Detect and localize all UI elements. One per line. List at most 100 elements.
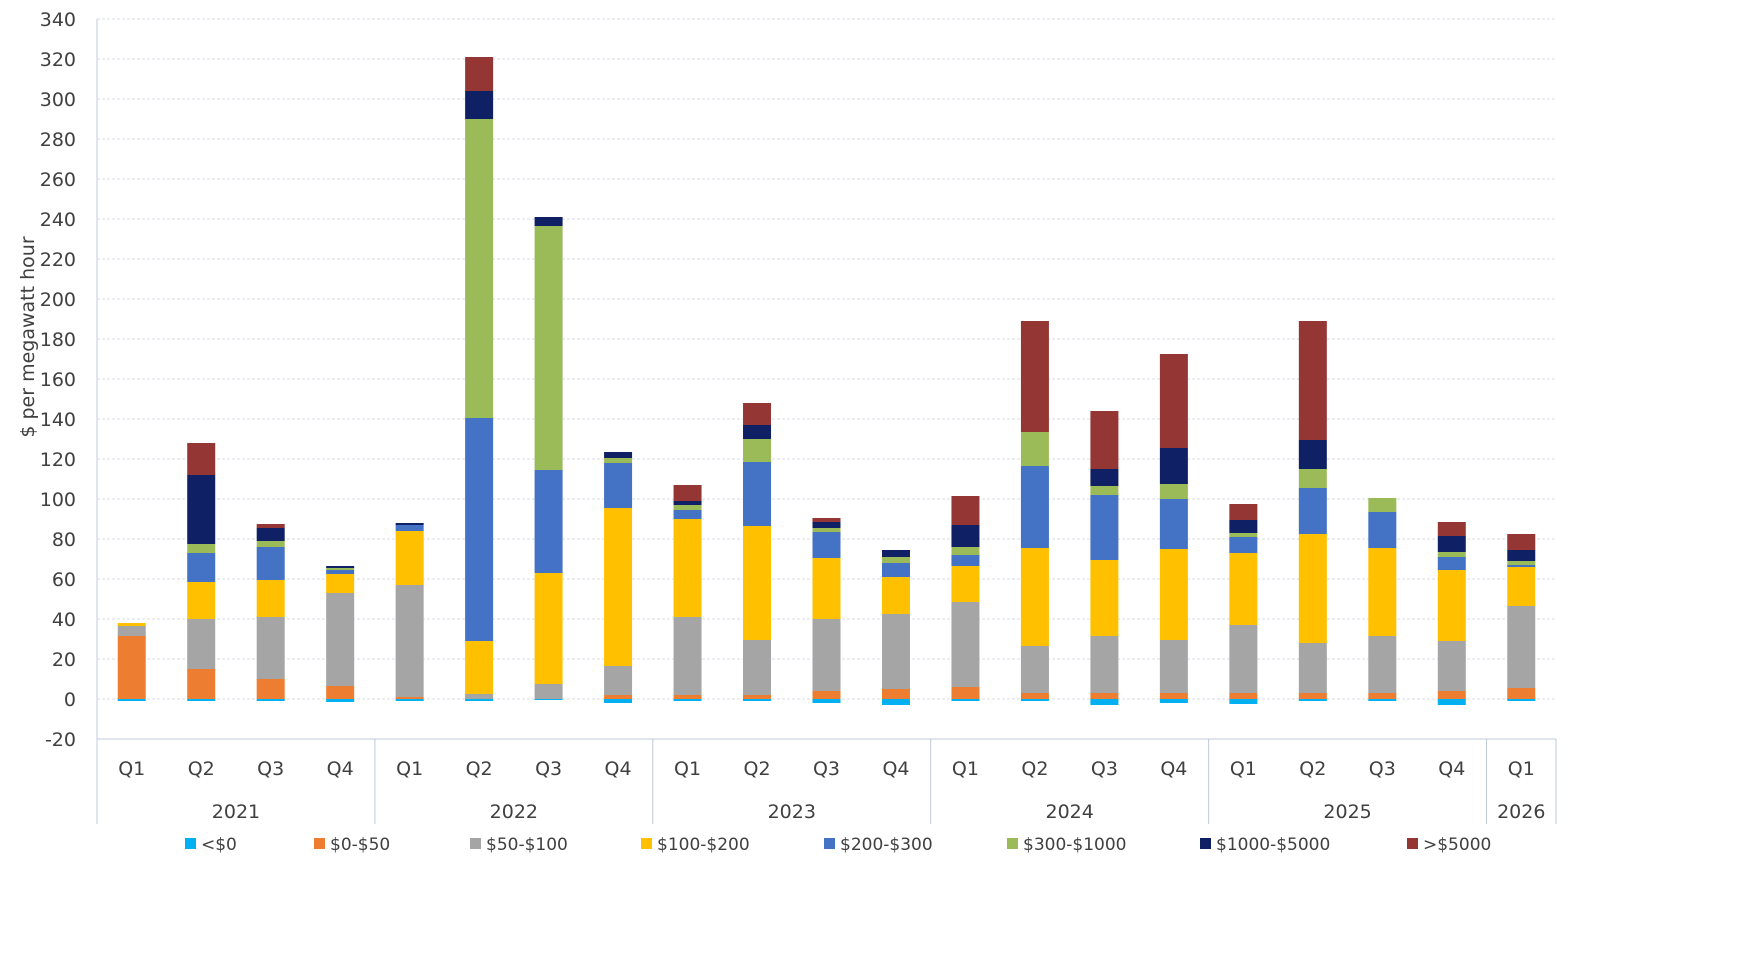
legend-label: $200-$300 [840, 835, 933, 855]
bar-segment [256, 524, 285, 528]
bar-segment [1368, 498, 1397, 512]
bar-segment [812, 522, 841, 528]
bar-segment [1507, 688, 1536, 699]
bar-segment [1298, 699, 1327, 701]
legend-label: <$0 [201, 835, 237, 855]
bar-segment [1298, 440, 1327, 469]
x-tick-label: Q1 [396, 758, 423, 780]
legend-label: $100-$200 [657, 835, 750, 855]
bar-segment [117, 699, 146, 701]
y-tick-label: 240 [40, 209, 76, 231]
bar-segment [1090, 469, 1119, 486]
bar-segment [812, 619, 841, 691]
legend-label: $0-$50 [330, 835, 390, 855]
y-tick-label: 200 [40, 289, 76, 311]
y-tick-label: 300 [40, 89, 76, 111]
year-label: 2025 [1323, 801, 1371, 823]
bar-segment [1298, 488, 1327, 534]
bar-segment [604, 695, 633, 699]
bar-segment [326, 574, 355, 593]
bar-segment [395, 585, 424, 697]
bar-segment [951, 555, 980, 566]
x-tick-label: Q1 [952, 758, 979, 780]
bar-segment [1090, 636, 1119, 693]
bar-segment [604, 666, 633, 695]
bar-segment [951, 699, 980, 701]
y-tick-label: 120 [40, 449, 76, 471]
bar-segment [1437, 522, 1466, 536]
bar-segment [1507, 550, 1536, 561]
bar-segment [326, 686, 355, 699]
bar-segment [1229, 520, 1258, 533]
y-tick-label: 0 [64, 689, 76, 711]
bar-segment [256, 528, 285, 541]
bar-segment [1229, 693, 1258, 699]
bar-segment [1020, 699, 1049, 701]
bar-segment [1507, 565, 1536, 567]
bar-segment [743, 695, 772, 699]
bar-segment [673, 519, 702, 617]
bar-segment [395, 697, 424, 699]
bar-segment [1159, 484, 1188, 499]
bar-segment [534, 217, 563, 226]
bar-segment [1368, 636, 1397, 693]
bar-segment [951, 566, 980, 602]
bar-segment [1020, 432, 1049, 466]
bar-segment [951, 496, 980, 525]
bar-segment [604, 458, 633, 463]
bar-segment [326, 699, 355, 702]
x-tick-label: Q4 [605, 758, 632, 780]
bar-segment [1020, 646, 1049, 693]
bar-segment [1159, 499, 1188, 549]
bar-segment [187, 475, 216, 544]
bar-segment [326, 566, 355, 568]
bar-segment [465, 57, 494, 91]
bar-segment [1298, 469, 1327, 488]
bar-segment [1159, 448, 1188, 484]
bar-segment [1159, 549, 1188, 640]
bar-segment [1507, 567, 1536, 606]
bar-segment [1159, 693, 1188, 699]
bar-segment [326, 570, 355, 574]
bar-segment [1507, 606, 1536, 688]
bar-segment [1229, 533, 1258, 537]
bar-segment [465, 418, 494, 641]
axes [96, 19, 1557, 824]
bar-segment [534, 699, 563, 700]
x-tick-label: Q3 [813, 758, 840, 780]
bar-segment [743, 699, 772, 701]
bar-stacks [117, 57, 1536, 705]
bar-segment [881, 563, 910, 577]
bar-segment [1437, 691, 1466, 699]
bar-segment [604, 463, 633, 508]
bar-segment [187, 619, 216, 669]
bar-segment [534, 684, 563, 699]
legend-swatch [1200, 838, 1211, 849]
year-label: 2021 [212, 801, 260, 823]
y-tick-label: 320 [40, 49, 76, 71]
y-tick-label: 140 [40, 409, 76, 431]
bar-segment [812, 518, 841, 522]
year-label: 2024 [1045, 801, 1093, 823]
bar-segment [326, 568, 355, 570]
bar-segment [812, 699, 841, 703]
bar-segment [465, 91, 494, 119]
y-tick-label: 60 [52, 569, 76, 591]
legend-swatch [1007, 838, 1018, 849]
legend-swatch [470, 838, 481, 849]
bar-segment [673, 501, 702, 505]
x-tick-label: Q1 [674, 758, 701, 780]
x-tick-label: Q3 [1091, 758, 1118, 780]
x-tick-label: Q3 [1369, 758, 1396, 780]
x-tick-label: Q2 [744, 758, 771, 780]
bar-segment [673, 505, 702, 510]
legend: <$0 $0-$50 $50-$100 $100-$200 $200-$300 $300-… [185, 835, 1491, 855]
bar-segment [881, 614, 910, 689]
bar-segment [1437, 641, 1466, 691]
legend-label: $1000-$5000 [1216, 835, 1330, 855]
x-tick-label: Q1 [1508, 758, 1535, 780]
bar-segment [1298, 534, 1327, 643]
bar-segment [881, 557, 910, 563]
legend-swatch [1407, 838, 1418, 849]
bar-segment [256, 679, 285, 699]
